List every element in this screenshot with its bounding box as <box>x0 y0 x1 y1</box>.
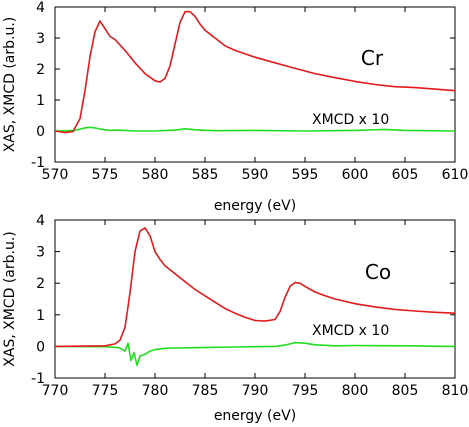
y-tick-label: 3 <box>36 245 45 261</box>
x-tick-label: 780 <box>142 383 169 399</box>
x-tick-label: 800 <box>342 383 369 399</box>
x-tick-label: 770 <box>42 383 69 399</box>
xas-series-line <box>54 227 456 348</box>
panel-co: 770 775 780 785 790 795 800 805 810 -1 0 1 2 3 4 Co XMCD… <box>2 213 468 424</box>
x-tick-label: 595 <box>292 167 319 183</box>
plot-frame <box>54 6 456 163</box>
panel-cr: 570 575 580 585 590 595 600 605 610 -1 0 1 2 3 4 Cr XMCD… <box>2 0 468 214</box>
x-tick-label: 590 <box>242 167 269 183</box>
y-axis-label: XAS, XMCD (arb.u.) <box>2 17 18 153</box>
x-tick-label: 610 <box>442 167 469 183</box>
x-tick-label: 575 <box>92 167 119 183</box>
y-axis-label: XAS, XMCD (arb.u.) <box>2 231 18 367</box>
element-label: Cr <box>361 46 384 70</box>
y-tick-label: 3 <box>36 31 45 47</box>
x-axis-label: energy (eV) <box>214 198 296 214</box>
x-tick-label: 585 <box>192 167 219 183</box>
x-tick-label: 810 <box>442 383 469 399</box>
xmcd-annotation: XMCD x 10 <box>312 323 389 339</box>
x-tick-label: 775 <box>92 383 119 399</box>
x-tick-label: 795 <box>292 383 319 399</box>
y-tick-label: 2 <box>36 276 45 292</box>
x-axis-label: energy (eV) <box>214 408 296 424</box>
x-tick-label: 570 <box>42 167 69 183</box>
y-tick-label: 4 <box>36 0 45 16</box>
x-tick-label: 790 <box>242 383 269 399</box>
y-tick-label: 0 <box>36 339 45 355</box>
x-tick-label: 600 <box>342 167 369 183</box>
y-tick-label: 0 <box>36 124 45 140</box>
x-tick-label: 785 <box>192 383 219 399</box>
y-tick-label: 4 <box>36 213 45 229</box>
element-label: Co <box>365 260 391 284</box>
x-tick-label: 580 <box>142 167 169 183</box>
y-tick-label: 2 <box>36 62 45 78</box>
xmcd-annotation: XMCD x 10 <box>312 112 389 128</box>
y-tick-label: 1 <box>36 308 45 324</box>
x-tick-label: 605 <box>392 167 419 183</box>
plot-frame <box>54 219 456 379</box>
y-tick-label: 1 <box>36 93 45 109</box>
y-tick-label: -1 <box>31 155 45 171</box>
x-tick-label: 805 <box>392 383 419 399</box>
xas-series-line <box>54 10 456 134</box>
xmcd-series-line <box>54 126 456 132</box>
y-tick-label: -1 <box>31 371 45 387</box>
xmcd-series-line <box>54 341 456 367</box>
